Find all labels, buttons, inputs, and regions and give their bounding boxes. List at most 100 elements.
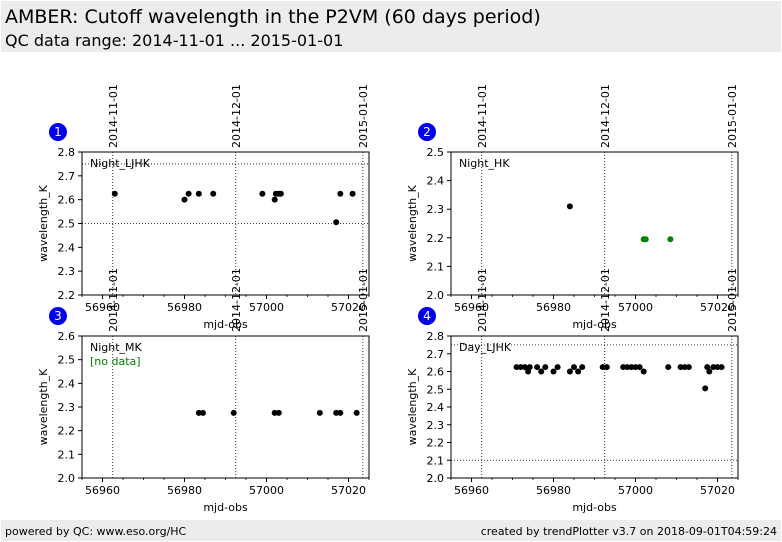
y-tick-label: 2.5 bbox=[427, 146, 445, 159]
plot-badge-icon bbox=[418, 307, 436, 325]
month-marker-label: 2014-12-01 bbox=[230, 268, 243, 332]
data-point bbox=[636, 364, 643, 371]
month-marker-label: 2015-01-01 bbox=[357, 268, 370, 332]
y-axis-title: wavelength_K bbox=[37, 184, 50, 262]
x-tick-label: 56960 bbox=[85, 484, 120, 497]
y-tick-label: 2.0 bbox=[427, 289, 445, 302]
month-marker-label: 2014-12-01 bbox=[599, 84, 612, 148]
y-axis-title: wavelength_K bbox=[406, 368, 419, 446]
data-point bbox=[538, 368, 545, 375]
y-tick-label: 2.2 bbox=[427, 232, 445, 245]
data-point bbox=[316, 409, 323, 416]
y-axis-title: wavelength_K bbox=[37, 368, 50, 446]
data-point bbox=[333, 409, 340, 416]
y-tick-label: 2.1 bbox=[427, 454, 445, 467]
month-marker-label: 2014-11-01 bbox=[107, 84, 120, 148]
footer-created-by: created by trendPlotter v3.7 on 2018-09-… bbox=[480, 525, 777, 538]
data-point bbox=[230, 409, 237, 416]
no-data-note: [no data] bbox=[90, 355, 141, 368]
y-tick-label: 2.3 bbox=[58, 401, 76, 414]
x-tick-label: 57020 bbox=[700, 484, 735, 497]
data-point bbox=[718, 364, 725, 371]
data-point bbox=[259, 190, 266, 197]
y-tick-label: 2.3 bbox=[427, 203, 445, 216]
data-point bbox=[685, 364, 692, 371]
y-tick-label: 2.5 bbox=[58, 218, 76, 231]
x-axis-title: mjd-obs bbox=[572, 501, 617, 514]
y-tick-label: 2.4 bbox=[58, 377, 76, 390]
plot-label: Night_LJHK bbox=[90, 157, 151, 170]
data-point bbox=[111, 190, 118, 197]
data-point bbox=[620, 364, 627, 371]
y-tick-label: 2.0 bbox=[58, 472, 76, 485]
x-tick-label: 57020 bbox=[331, 301, 366, 314]
data-point bbox=[632, 364, 639, 371]
y-tick-label: 2.4 bbox=[427, 175, 445, 188]
report-footer: powered by QC: www.eso.org/HC created by… bbox=[1, 520, 781, 541]
x-tick-label: 57020 bbox=[700, 301, 735, 314]
data-point bbox=[210, 190, 217, 197]
plot-badge-icon bbox=[418, 123, 436, 141]
data-point bbox=[575, 368, 582, 375]
data-point bbox=[185, 190, 192, 197]
data-point bbox=[566, 368, 573, 375]
plot-label: Night_MK bbox=[90, 341, 143, 354]
y-tick-label: 2.1 bbox=[58, 448, 76, 461]
y-tick-label: 2.4 bbox=[58, 241, 76, 254]
month-marker-label: 2014-12-01 bbox=[230, 84, 243, 148]
data-point bbox=[571, 364, 577, 371]
x-tick-label: 56960 bbox=[454, 301, 489, 314]
month-marker-label: 2015-01-01 bbox=[357, 84, 370, 148]
data-point bbox=[199, 409, 206, 416]
data-point bbox=[542, 364, 549, 371]
data-point bbox=[566, 203, 573, 210]
y-axis-title: wavelength_K bbox=[406, 184, 419, 262]
plot-badge-icon bbox=[49, 123, 67, 141]
data-point bbox=[714, 364, 721, 371]
data-point-highlight bbox=[642, 236, 649, 243]
month-marker-label: 2014-12-01 bbox=[599, 268, 612, 332]
y-tick-label: 2.4 bbox=[427, 401, 445, 414]
data-point bbox=[624, 364, 631, 371]
y-tick-label: 2.2 bbox=[58, 425, 76, 438]
x-tick-label: 57000 bbox=[618, 484, 653, 497]
data-point bbox=[554, 364, 561, 371]
data-point bbox=[349, 190, 356, 197]
month-marker-label: 2014-11-01 bbox=[476, 268, 489, 332]
x-tick-label: 57000 bbox=[618, 301, 653, 314]
data-point bbox=[271, 409, 278, 416]
y-tick-label: 2.0 bbox=[427, 472, 445, 485]
data-point bbox=[337, 409, 344, 416]
data-point bbox=[640, 368, 647, 375]
report-title: AMBER: Cutoff wavelength in the P2VM (60… bbox=[5, 6, 541, 28]
y-tick-label: 2.5 bbox=[427, 383, 445, 396]
month-marker-label: 2014-11-01 bbox=[476, 84, 489, 148]
data-point bbox=[195, 409, 202, 416]
data-point bbox=[677, 364, 684, 371]
data-point bbox=[550, 368, 557, 375]
x-tick-label: 56960 bbox=[454, 484, 489, 497]
plot-badge-number: 4 bbox=[423, 309, 431, 323]
y-tick-label: 2.8 bbox=[58, 146, 76, 159]
y-tick-label: 2.7 bbox=[58, 170, 76, 183]
data-point bbox=[517, 364, 524, 371]
data-point-highlight bbox=[667, 236, 674, 243]
plot-label: Day_LJHK bbox=[459, 341, 512, 354]
y-tick-label: 2.6 bbox=[427, 366, 445, 379]
y-tick-label: 2.5 bbox=[58, 354, 76, 367]
y-tick-label: 2.6 bbox=[58, 330, 76, 343]
x-tick-label: 56980 bbox=[167, 484, 202, 497]
plot-badge-number: 1 bbox=[54, 125, 62, 139]
data-point bbox=[333, 219, 340, 226]
data-point bbox=[681, 364, 688, 371]
x-tick-label: 56980 bbox=[536, 484, 571, 497]
report-subtitle: QC data range: 2014-11-01 ... 2015-01-01 bbox=[5, 31, 344, 50]
month-marker-label: 2014-11-01 bbox=[107, 268, 120, 332]
month-marker-label: 2015-01-01 bbox=[726, 84, 739, 148]
y-tick-label: 2.2 bbox=[58, 289, 76, 302]
plot-label: Night_HK bbox=[459, 157, 510, 170]
footer-powered-by: powered by QC: www.eso.org/HC bbox=[5, 525, 187, 538]
y-tick-label: 2.7 bbox=[427, 348, 445, 361]
data-point bbox=[628, 364, 635, 371]
